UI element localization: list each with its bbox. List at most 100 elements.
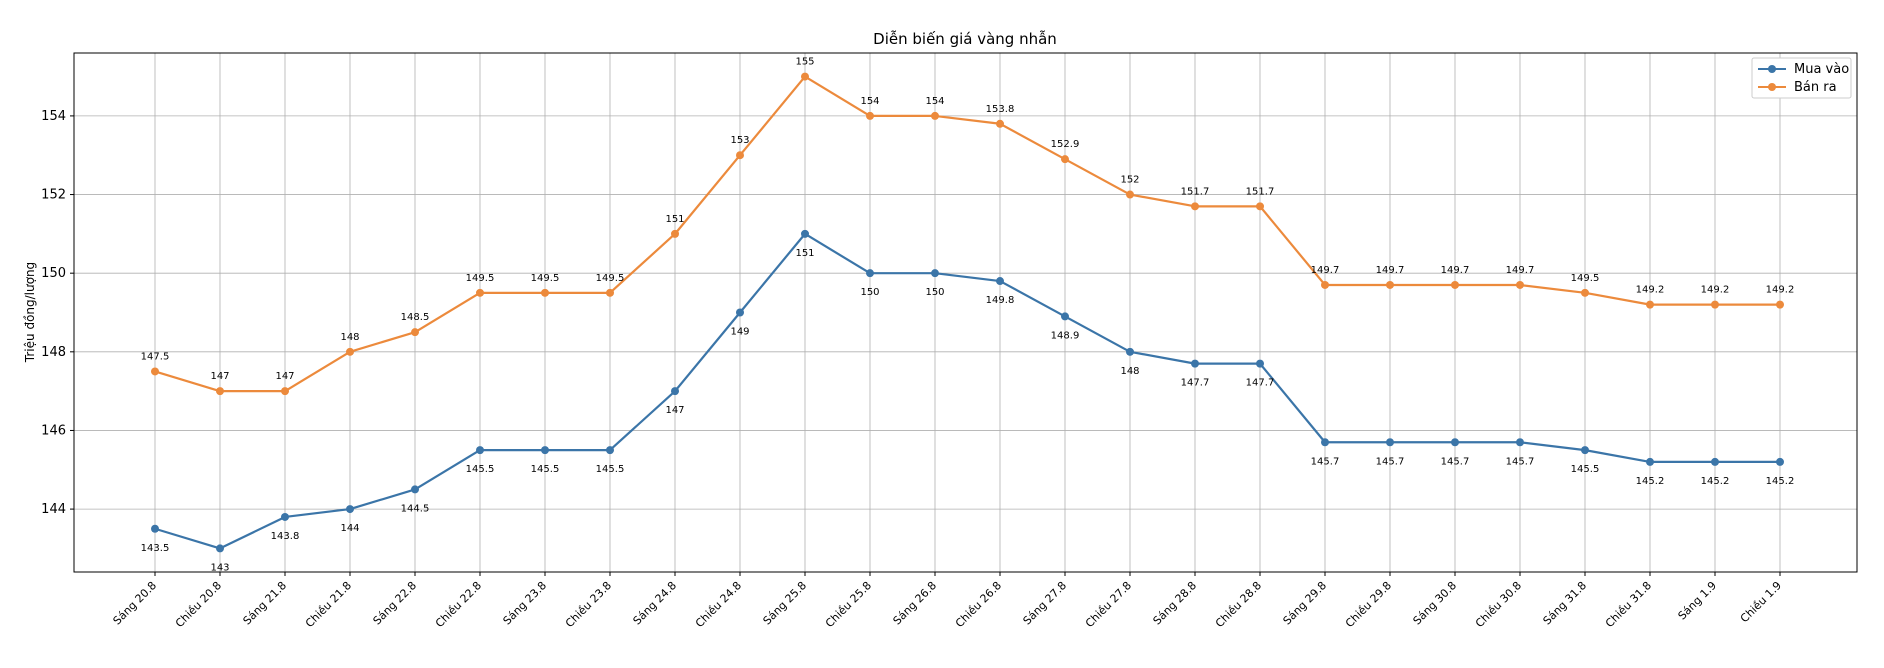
data-point [606,288,614,297]
data-point [1256,359,1264,368]
data-point [476,446,484,455]
data-point [1126,190,1134,199]
data-point [281,387,289,396]
data-point [541,288,549,297]
data-point [411,485,419,494]
series-group: 143.5 143 143.8 144 144.5 145.5 145.5 145.5 147 1… [141,57,1795,574]
data-label: 147 [275,371,294,382]
data-label: 152.9 [1051,139,1080,150]
data-label: 149.5 [466,273,495,284]
data-point [931,269,939,278]
series-line-0 [154,232,1780,550]
data-label: 148 [1120,366,1139,377]
data-point [346,347,354,356]
data-point [151,524,159,533]
data-label: 148.9 [1051,330,1080,341]
x-tick-label: Chiều 25.8 [823,579,874,630]
data-point [736,308,744,317]
data-point [216,387,224,396]
data-label: 144.5 [401,503,430,514]
data-label: 149.7 [1441,265,1470,276]
y-tick-label: 146 [41,423,66,438]
data-point [1711,457,1719,466]
y-tick-label: 150 [41,266,66,281]
data-label: 153.8 [986,104,1015,115]
data-label: 154 [860,96,879,107]
data-label: 151 [665,214,684,225]
y-tick-label: 144 [41,502,66,517]
legend: Mua vào Bán ra [1751,57,1852,99]
data-label: 145.7 [1311,456,1340,467]
data-label: 145.7 [1506,456,1535,467]
data-point [151,367,159,376]
data-label: 149.8 [986,295,1015,306]
data-point [216,544,224,553]
data-point [1776,457,1784,466]
data-point [1451,438,1459,447]
y-tick-label: 152 [41,188,66,203]
data-label: 143.8 [271,531,300,542]
data-label: 149.5 [531,273,560,284]
data-point [1126,347,1134,356]
data-label: 147 [665,405,684,416]
data-label: 151.7 [1181,186,1210,197]
x-tick-label: Chiều 28.8 [1213,579,1264,630]
data-point [346,505,354,514]
data-label: 145.5 [596,464,625,475]
x-tick-label: Chiều 26.8 [953,579,1004,630]
data-label: 149.5 [1571,273,1600,284]
legend-label-ban-ra: Bán ra [1794,80,1837,95]
legend-marker-ban-ra [1768,83,1776,91]
data-point [1321,280,1329,289]
data-label: 153 [730,135,749,146]
data-point [1451,280,1459,289]
data-point [1516,438,1524,447]
data-label: 149.2 [1766,285,1795,296]
data-label: 149.5 [596,273,625,284]
x-tick-label: Sáng 24.8 [631,579,680,628]
y-ticks: 144 146 148 150 152 154 [41,109,74,517]
data-label: 152 [1120,175,1139,186]
x-tick-label: Chiều 29.8 [1343,579,1394,630]
x-tick-label: Sáng 1.9 [1676,579,1720,623]
data-point [1061,312,1069,321]
data-point [281,512,289,521]
x-tick-label: Sáng 29.8 [1281,579,1330,628]
data-point [541,446,549,455]
data-label: 147 [210,371,229,382]
data-label: 149 [730,327,749,338]
data-point [996,277,1004,286]
y-tick-label: 154 [41,109,66,124]
data-point [866,111,874,120]
legend-marker-mua-vao [1768,65,1776,73]
data-label: 145.7 [1376,456,1405,467]
data-point [606,446,614,455]
data-label: 145.5 [466,464,495,475]
data-point [866,269,874,278]
data-point [1191,202,1199,211]
data-label: 149.7 [1311,265,1340,276]
data-label: 147.7 [1181,378,1210,389]
data-label: 150 [925,287,944,298]
data-point [1061,155,1069,164]
x-tick-label: Sáng 23.8 [501,579,550,628]
data-label: 145.2 [1766,476,1795,487]
data-point [1386,438,1394,447]
x-tick-label: Chiều 24.8 [693,579,744,630]
data-point [476,288,484,297]
y-tick-label: 148 [41,345,66,360]
x-tick-label: Sáng 26.8 [891,579,940,628]
grid [74,53,1857,572]
data-label: 143 [210,562,229,573]
data-label: 148.5 [401,312,430,323]
data-label: 145.5 [531,464,560,475]
series-line-1 [154,75,1780,393]
x-tick-label: Chiều 22.8 [433,579,484,630]
data-point [801,72,809,81]
data-label: 149.7 [1376,265,1405,276]
x-tick-label: Chiều 21.8 [303,579,354,630]
x-tick-label: Chiều 23.8 [563,579,614,630]
x-tick-label: Chiều 1.9 [1738,579,1784,625]
y-axis-label: Triệu đồng/lượng [23,262,37,363]
